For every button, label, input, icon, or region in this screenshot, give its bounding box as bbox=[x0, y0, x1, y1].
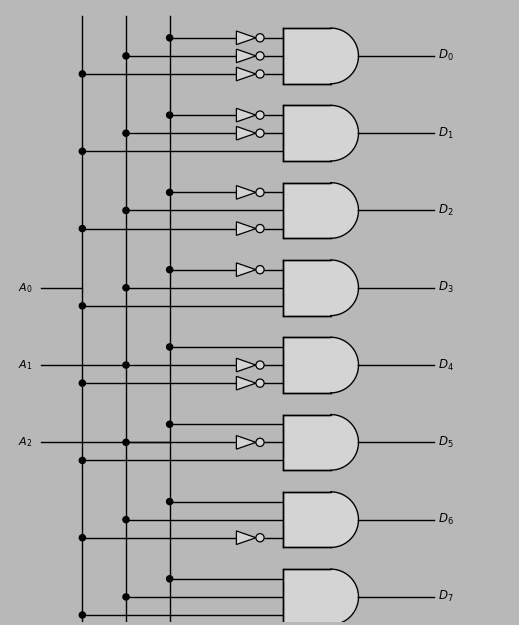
Circle shape bbox=[167, 112, 173, 118]
Polygon shape bbox=[283, 182, 331, 238]
Polygon shape bbox=[283, 260, 331, 316]
Polygon shape bbox=[236, 358, 256, 372]
Polygon shape bbox=[283, 569, 331, 625]
Circle shape bbox=[167, 35, 173, 41]
Text: $D_{0}$: $D_{0}$ bbox=[438, 48, 454, 64]
Circle shape bbox=[79, 534, 86, 541]
Text: $D_{5}$: $D_{5}$ bbox=[438, 435, 454, 450]
Polygon shape bbox=[236, 186, 256, 199]
Text: $D_{7}$: $D_{7}$ bbox=[438, 589, 454, 604]
Circle shape bbox=[256, 188, 264, 196]
Polygon shape bbox=[236, 67, 256, 81]
Circle shape bbox=[79, 302, 86, 309]
Polygon shape bbox=[283, 338, 331, 393]
Polygon shape bbox=[331, 569, 359, 625]
Polygon shape bbox=[236, 263, 256, 276]
Circle shape bbox=[167, 189, 173, 196]
Polygon shape bbox=[331, 492, 359, 548]
Circle shape bbox=[167, 267, 173, 272]
Polygon shape bbox=[331, 414, 359, 470]
Circle shape bbox=[256, 438, 264, 446]
Circle shape bbox=[167, 499, 173, 504]
Circle shape bbox=[256, 52, 264, 60]
Circle shape bbox=[256, 224, 264, 232]
Polygon shape bbox=[283, 492, 331, 548]
Text: $A_{0}$: $A_{0}$ bbox=[18, 281, 33, 294]
Circle shape bbox=[256, 129, 264, 138]
Text: $D_{3}$: $D_{3}$ bbox=[438, 280, 454, 296]
Circle shape bbox=[256, 266, 264, 274]
Text: $D_{1}$: $D_{1}$ bbox=[438, 126, 454, 141]
Circle shape bbox=[123, 594, 129, 600]
Polygon shape bbox=[331, 106, 359, 161]
Polygon shape bbox=[236, 126, 256, 140]
Circle shape bbox=[256, 361, 264, 369]
Text: $A_{1}$: $A_{1}$ bbox=[18, 358, 33, 372]
Polygon shape bbox=[283, 414, 331, 470]
Text: $D_{6}$: $D_{6}$ bbox=[438, 512, 454, 527]
Polygon shape bbox=[331, 260, 359, 316]
Circle shape bbox=[167, 421, 173, 428]
Polygon shape bbox=[331, 338, 359, 393]
Circle shape bbox=[123, 130, 129, 136]
Text: $A_{2}$: $A_{2}$ bbox=[18, 436, 33, 449]
Circle shape bbox=[79, 71, 86, 77]
Circle shape bbox=[79, 458, 86, 464]
Polygon shape bbox=[236, 531, 256, 544]
Circle shape bbox=[256, 70, 264, 78]
Polygon shape bbox=[236, 108, 256, 122]
Polygon shape bbox=[331, 182, 359, 238]
Circle shape bbox=[256, 534, 264, 542]
Polygon shape bbox=[283, 106, 331, 161]
Circle shape bbox=[123, 516, 129, 522]
Circle shape bbox=[123, 53, 129, 59]
Circle shape bbox=[79, 148, 86, 154]
Circle shape bbox=[123, 362, 129, 368]
Polygon shape bbox=[236, 222, 256, 236]
Polygon shape bbox=[236, 31, 256, 44]
Circle shape bbox=[256, 379, 264, 388]
Polygon shape bbox=[236, 49, 256, 62]
Circle shape bbox=[79, 226, 86, 232]
Text: $D_{4}$: $D_{4}$ bbox=[438, 357, 454, 372]
Text: $D_{2}$: $D_{2}$ bbox=[438, 203, 454, 218]
Circle shape bbox=[167, 576, 173, 582]
Circle shape bbox=[123, 439, 129, 446]
Polygon shape bbox=[283, 28, 331, 84]
Circle shape bbox=[167, 344, 173, 350]
Polygon shape bbox=[236, 436, 256, 449]
Circle shape bbox=[123, 208, 129, 214]
Circle shape bbox=[256, 111, 264, 119]
Polygon shape bbox=[236, 376, 256, 390]
Circle shape bbox=[79, 380, 86, 386]
Polygon shape bbox=[331, 28, 359, 84]
Circle shape bbox=[256, 34, 264, 42]
Circle shape bbox=[79, 612, 86, 618]
Circle shape bbox=[123, 284, 129, 291]
